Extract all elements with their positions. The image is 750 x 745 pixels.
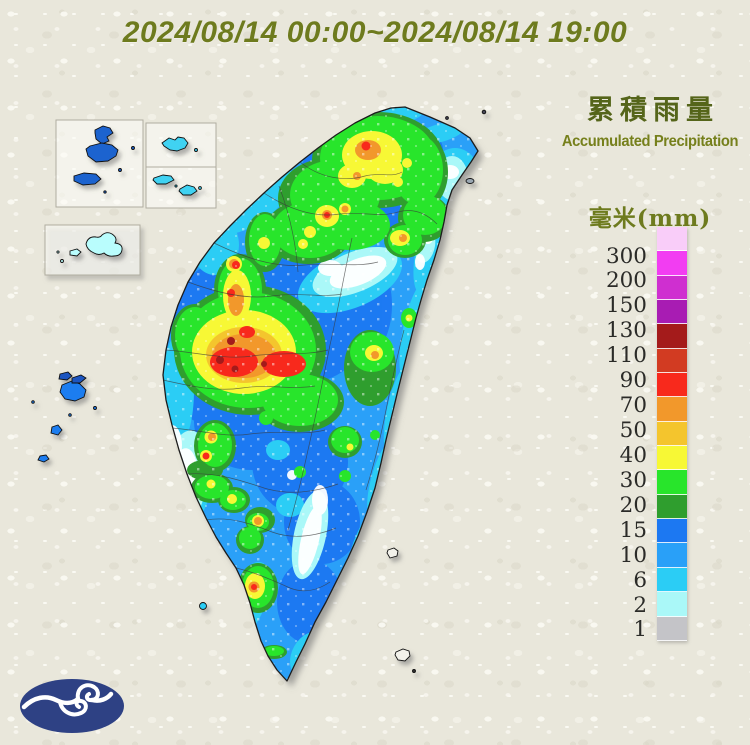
legend-threshold-label: 40 xyxy=(619,442,647,468)
legend-threshold-label: 15 xyxy=(619,517,647,543)
legend-color-block xyxy=(657,251,687,276)
legend-color-block xyxy=(657,494,687,520)
legend-threshold-label: 20 xyxy=(619,492,647,518)
offshore-islands xyxy=(31,109,487,673)
legend-threshold-label: 2 xyxy=(633,592,647,618)
legend-threshold-label: 200 xyxy=(605,268,647,294)
legend-color-block xyxy=(657,348,687,374)
legend-threshold-label: 130 xyxy=(605,318,647,344)
legend-color-block xyxy=(657,300,687,325)
legend-labels: 300 200 150 130 110 90 70 50 40 30 20 15 10 6 2 1 xyxy=(583,0,647,745)
orchid-island xyxy=(394,648,411,662)
inset-boxes xyxy=(44,119,217,276)
penghu-inset-island xyxy=(56,232,123,263)
county-borders xyxy=(163,161,438,592)
legend-unit: 毫米(mm) xyxy=(588,205,712,232)
legend-threshold-label: 10 xyxy=(619,542,647,568)
page-title: 2024/08/14 00:00~2024/08/14 19:00 xyxy=(122,16,628,49)
legend-threshold-label: 90 xyxy=(619,368,647,394)
legend-color-block xyxy=(657,616,687,641)
legend-threshold-label: 300 xyxy=(605,243,647,269)
legend-color-block xyxy=(657,543,687,568)
kinmen-islands xyxy=(152,174,202,196)
legend-color-block xyxy=(657,446,687,471)
legend-threshold-label: 70 xyxy=(619,393,647,419)
liuqiu-islet xyxy=(199,602,207,610)
guishan-islet xyxy=(465,178,475,184)
legend-color-block xyxy=(657,592,687,617)
legend-threshold-label: 1 xyxy=(633,617,647,643)
taiwan-coastline xyxy=(162,106,479,682)
legend-threshold-label: 110 xyxy=(605,343,647,369)
legend-color-block xyxy=(657,421,687,447)
green-island xyxy=(386,547,399,559)
legend-color-block xyxy=(657,519,687,544)
cwb-wave-logo xyxy=(20,679,124,733)
legend-panel: 累積雨量 Accumulated Precipitation 毫米(mm) xyxy=(552,88,748,233)
legend-color-block xyxy=(657,275,687,301)
inset-box-kinmen xyxy=(145,166,217,209)
legend-color-block xyxy=(657,567,687,593)
legend-title-en: Accumulated Precipitation xyxy=(561,133,739,150)
legend-threshold-label: 30 xyxy=(619,467,647,493)
penghu-islands xyxy=(31,371,97,463)
legend-color-block xyxy=(657,324,687,349)
legend-threshold-label: 6 xyxy=(633,567,647,593)
legend-color-block xyxy=(657,397,687,422)
legend-threshold-label: 50 xyxy=(619,418,647,443)
legend-color-block xyxy=(657,470,687,495)
keelung-islet xyxy=(481,109,487,115)
legend-color-block xyxy=(657,227,687,252)
legend-threshold-label: 150 xyxy=(605,293,647,319)
matsu-islands xyxy=(73,125,135,194)
dongyin-island xyxy=(161,136,198,152)
legend-bar xyxy=(657,227,687,641)
legend-color-block xyxy=(657,373,687,398)
legend-title-zh: 累積雨量 xyxy=(587,95,719,126)
